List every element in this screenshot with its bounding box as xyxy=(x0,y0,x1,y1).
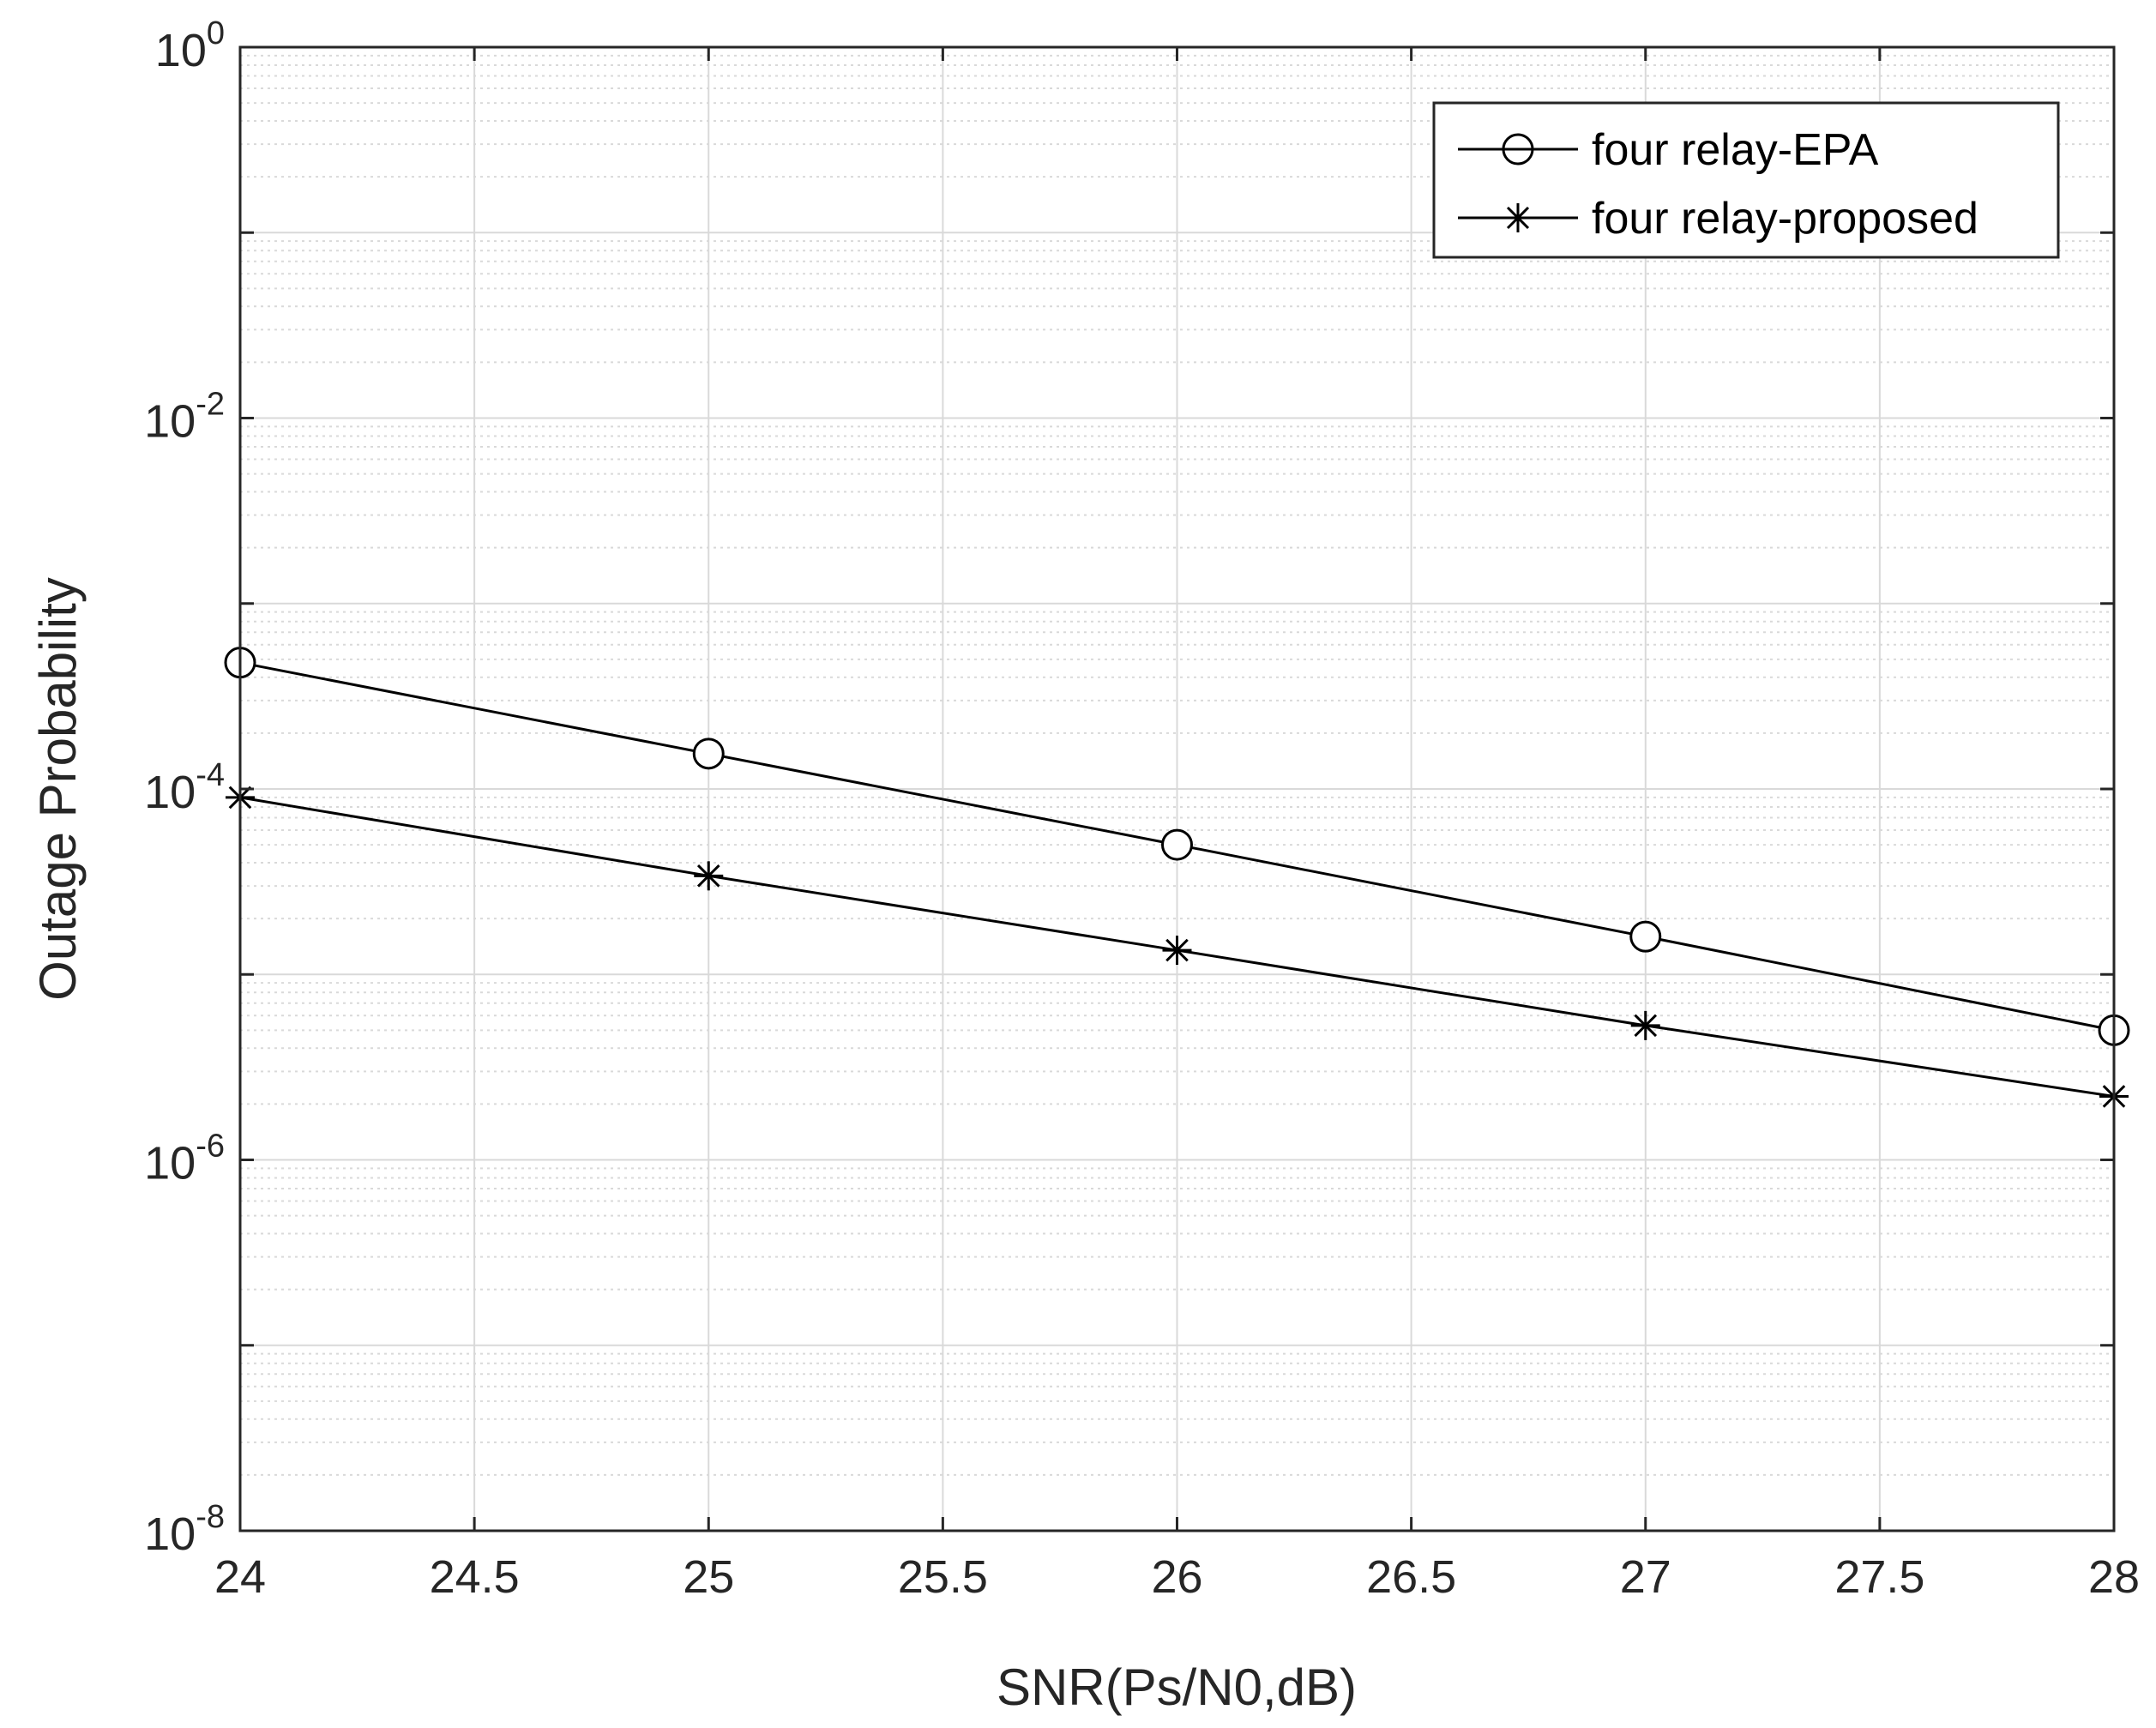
y-axis-title: Outage Probability xyxy=(29,577,87,1001)
x-tick-label: 25 xyxy=(683,1551,734,1603)
legend-marker-asterisk xyxy=(1503,203,1533,232)
x-tick-label: 25.5 xyxy=(898,1551,988,1603)
data-point-asterisk xyxy=(1630,1010,1660,1040)
y-tick-label: 10-4 xyxy=(144,757,225,818)
data-point-asterisk xyxy=(1162,936,1192,966)
data-point-circle xyxy=(1161,828,1193,861)
x-tick-label: 27.5 xyxy=(1834,1551,1924,1603)
x-tick-label: 26 xyxy=(1151,1551,1202,1603)
y-tick-labels: 10-8 10-6 10-4 10-2 100 xyxy=(144,15,225,1560)
axis-ticks xyxy=(238,45,2116,1532)
y-tick-label: 100 xyxy=(155,15,225,76)
data-point-asterisk xyxy=(694,861,724,891)
y-tick-label: 10-2 xyxy=(144,387,225,448)
legend-box xyxy=(1432,101,2060,259)
y-tick-label: 10-8 xyxy=(144,1499,225,1560)
legend: four relay-EPA four relay-proposed xyxy=(1432,101,2060,259)
x-tick-label: 24 xyxy=(214,1551,266,1603)
x-tick-label: 27 xyxy=(1620,1551,1671,1603)
legend-label-epa: four relay-EPA xyxy=(1592,125,1879,175)
x-tick-labels: 24 24.5 25 25.5 26 26.5 27 27.5 28 xyxy=(214,1551,2140,1603)
data-point-circle xyxy=(1629,920,1662,953)
x-axis-title: SNR(Ps/N0,dB) xyxy=(997,1659,1357,1716)
y-tick-label: 10-6 xyxy=(144,1129,225,1189)
x-tick-label: 24.5 xyxy=(430,1551,520,1603)
legend-marker-circle xyxy=(1502,133,1534,166)
x-tick-label: 28 xyxy=(2088,1551,2140,1603)
data-point-circle xyxy=(692,738,725,770)
x-tick-label: 26.5 xyxy=(1366,1551,1456,1603)
legend-label-proposed: four relay-proposed xyxy=(1592,194,1978,244)
